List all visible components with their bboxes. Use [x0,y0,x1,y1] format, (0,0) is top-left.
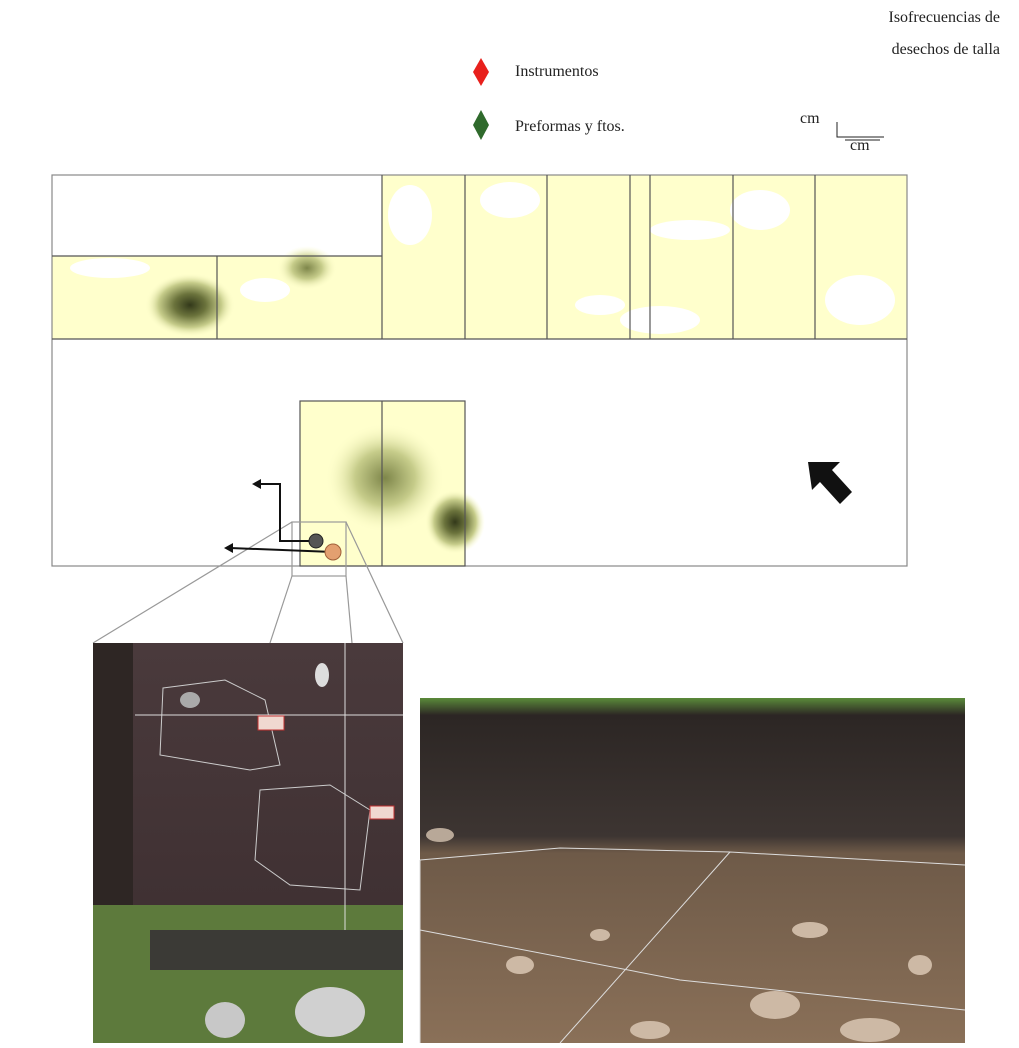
legend-label: Instrumentos [515,63,599,80]
combustion-feature [308,533,324,549]
north-arrow [808,462,852,504]
colorbar-title: desechos de talla [892,41,1000,58]
photo-left [93,643,403,1043]
unit-label: cm [800,110,820,127]
legend-label: Preformas y ftos. [515,118,625,135]
legend-marker [473,58,489,86]
density-map [52,175,907,566]
rasgo-feature [324,543,342,561]
annotation-arrows [229,483,334,553]
legend-marker [473,110,489,140]
sector-grid [51,174,908,644]
arrowheads [224,479,261,553]
colorbar-title: Isofrecuencias de [889,9,1001,26]
unit-symbol [836,122,884,141]
unit-label: cm [850,137,870,154]
photo-right [419,698,966,1044]
